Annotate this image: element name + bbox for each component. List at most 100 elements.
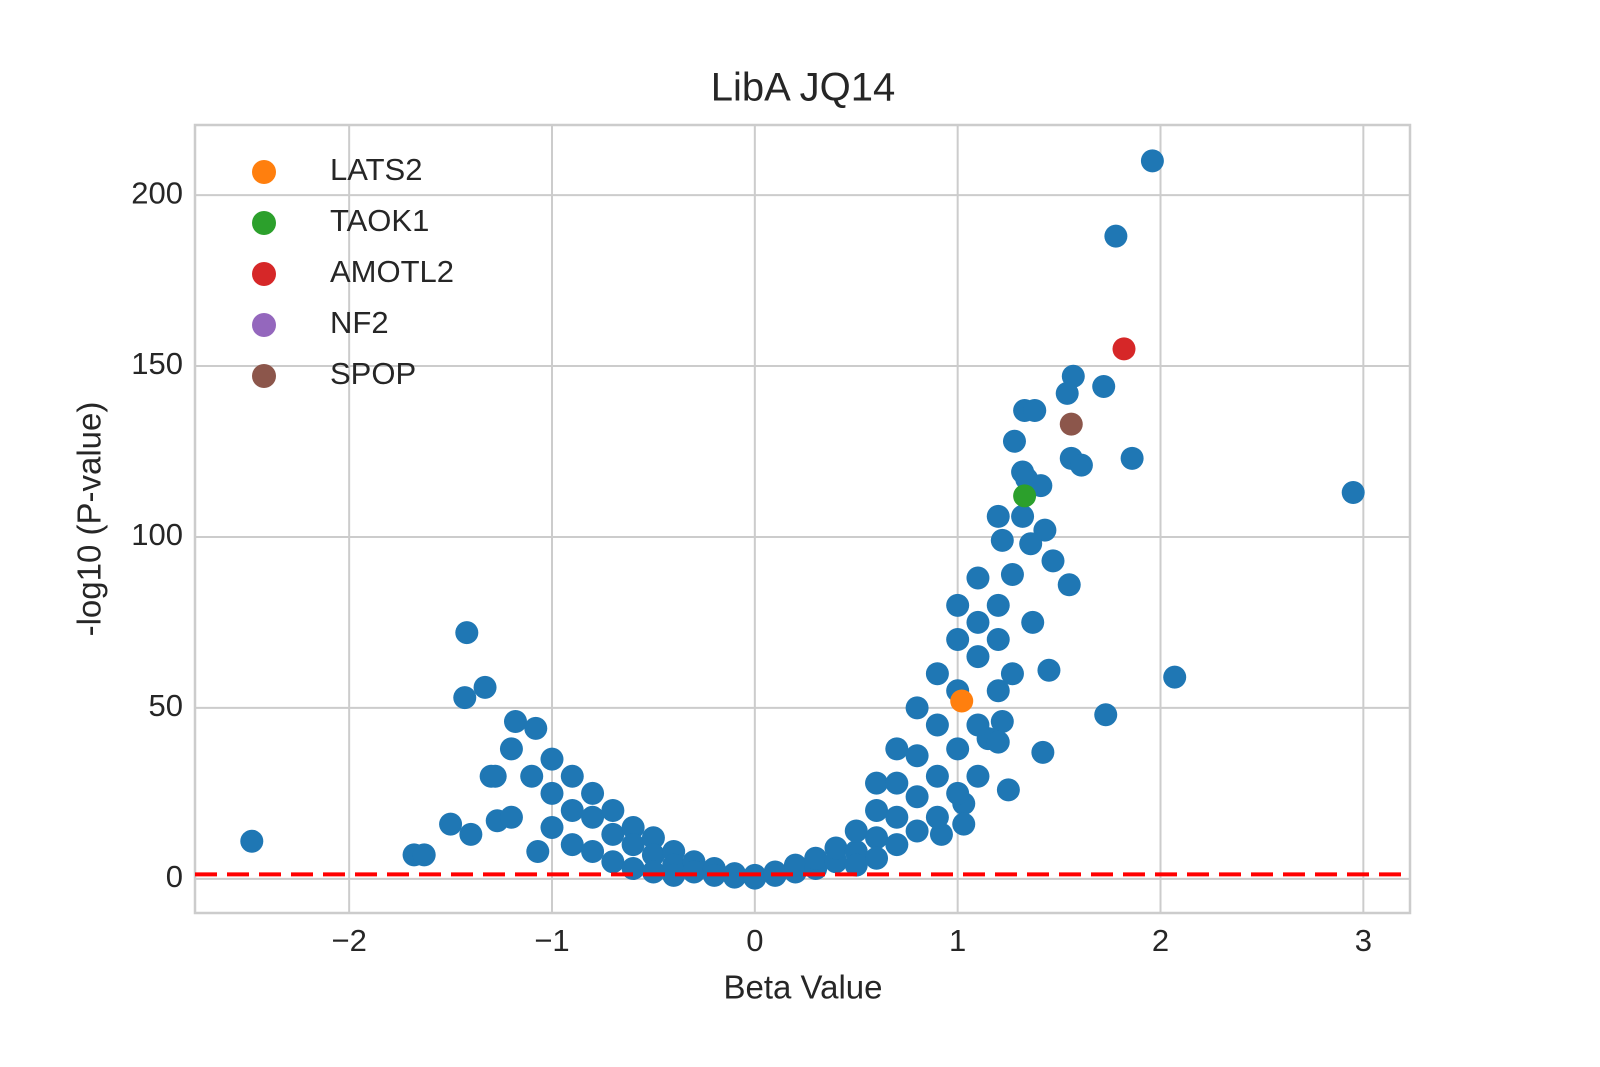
- legend-marker: [252, 160, 276, 184]
- data-point: [455, 621, 479, 645]
- data-point: [1021, 610, 1045, 634]
- data-point: [885, 805, 909, 829]
- data-point: [1023, 398, 1047, 422]
- data-point: [560, 764, 584, 788]
- data-point: [483, 764, 507, 788]
- data-point: [905, 785, 929, 809]
- data-point: [1000, 662, 1024, 686]
- data-point: [946, 593, 970, 617]
- data-point: [540, 816, 564, 840]
- data-point: [1055, 381, 1079, 405]
- x-tick-label: −2: [331, 923, 366, 958]
- data-point: [844, 853, 868, 877]
- data-point: [990, 710, 1014, 734]
- data-point: [601, 850, 625, 874]
- legend-marker: [252, 364, 276, 388]
- data-point: [453, 686, 477, 710]
- data-point: [783, 853, 807, 877]
- data-point: [581, 805, 605, 829]
- data-point: [540, 747, 564, 771]
- data-point: [641, 826, 665, 850]
- data-point: [621, 816, 645, 840]
- data-point: [601, 798, 625, 822]
- legend-marker: [252, 211, 276, 235]
- data-point: [459, 822, 483, 846]
- legend-marker: [252, 313, 276, 337]
- x-tick-label: 3: [1355, 923, 1372, 958]
- x-tick-label: 1: [949, 923, 966, 958]
- legend-label: SPOP: [330, 356, 416, 391]
- data-point: [621, 833, 645, 857]
- data-point: [1069, 453, 1093, 477]
- data-point: [581, 781, 605, 805]
- data-point: [996, 778, 1020, 802]
- data-point: [986, 628, 1010, 652]
- y-axis-label: -log10 (P-value): [71, 402, 108, 637]
- legend-label: AMOTL2: [330, 254, 454, 289]
- data-point: [503, 710, 527, 734]
- data-point: [1041, 549, 1065, 573]
- data-point: [723, 865, 747, 889]
- data-point: [986, 504, 1010, 528]
- data-point: [601, 822, 625, 846]
- data-point: [1013, 484, 1037, 508]
- data-point: [925, 662, 949, 686]
- data-point: [986, 679, 1010, 703]
- data-point: [966, 713, 990, 737]
- data-point: [966, 566, 990, 590]
- data-point: [439, 812, 463, 836]
- data-point: [1112, 337, 1136, 361]
- data-point: [763, 860, 787, 884]
- y-tick-label: 200: [131, 175, 183, 210]
- data-point: [925, 805, 949, 829]
- data-point: [885, 771, 909, 795]
- data-point: [1002, 429, 1026, 453]
- data-point: [885, 833, 909, 857]
- data-point: [1059, 412, 1083, 436]
- data-point: [952, 812, 976, 836]
- data-point: [560, 833, 584, 857]
- data-point: [682, 860, 706, 884]
- legend-marker: [252, 262, 276, 286]
- data-point: [1140, 149, 1164, 173]
- data-point: [966, 645, 990, 669]
- data-point: [905, 819, 929, 843]
- data-point: [1057, 573, 1081, 597]
- data-point: [621, 857, 645, 881]
- legend-label: NF2: [330, 305, 389, 340]
- data-point: [966, 764, 990, 788]
- data-point: [925, 713, 949, 737]
- x-tick-label: 2: [1152, 923, 1169, 958]
- data-point: [865, 771, 889, 795]
- data-point: [1092, 375, 1116, 399]
- data-point: [946, 628, 970, 652]
- y-tick-label: 50: [149, 688, 183, 723]
- data-point: [1000, 563, 1024, 587]
- data-point: [966, 610, 990, 634]
- data-point: [641, 860, 665, 884]
- data-point: [540, 781, 564, 805]
- x-tick-label: −1: [534, 923, 569, 958]
- data-point: [1120, 446, 1144, 470]
- data-point: [925, 764, 949, 788]
- data-point: [524, 716, 548, 740]
- data-point: [1163, 665, 1187, 689]
- data-point: [1094, 703, 1118, 727]
- data-point: [473, 675, 497, 699]
- data-point: [1011, 504, 1035, 528]
- data-point: [986, 593, 1010, 617]
- data-point: [499, 737, 523, 761]
- data-point: [1037, 658, 1061, 682]
- data-point: [499, 805, 523, 829]
- data-point: [865, 846, 889, 870]
- data-point: [865, 826, 889, 850]
- data-point: [641, 843, 665, 867]
- data-point: [905, 744, 929, 768]
- data-point: [986, 730, 1010, 754]
- x-tick-label: 0: [746, 923, 763, 958]
- data-point: [1033, 518, 1057, 542]
- data-point: [804, 846, 828, 870]
- data-point: [950, 689, 974, 713]
- data-point: [1031, 740, 1055, 764]
